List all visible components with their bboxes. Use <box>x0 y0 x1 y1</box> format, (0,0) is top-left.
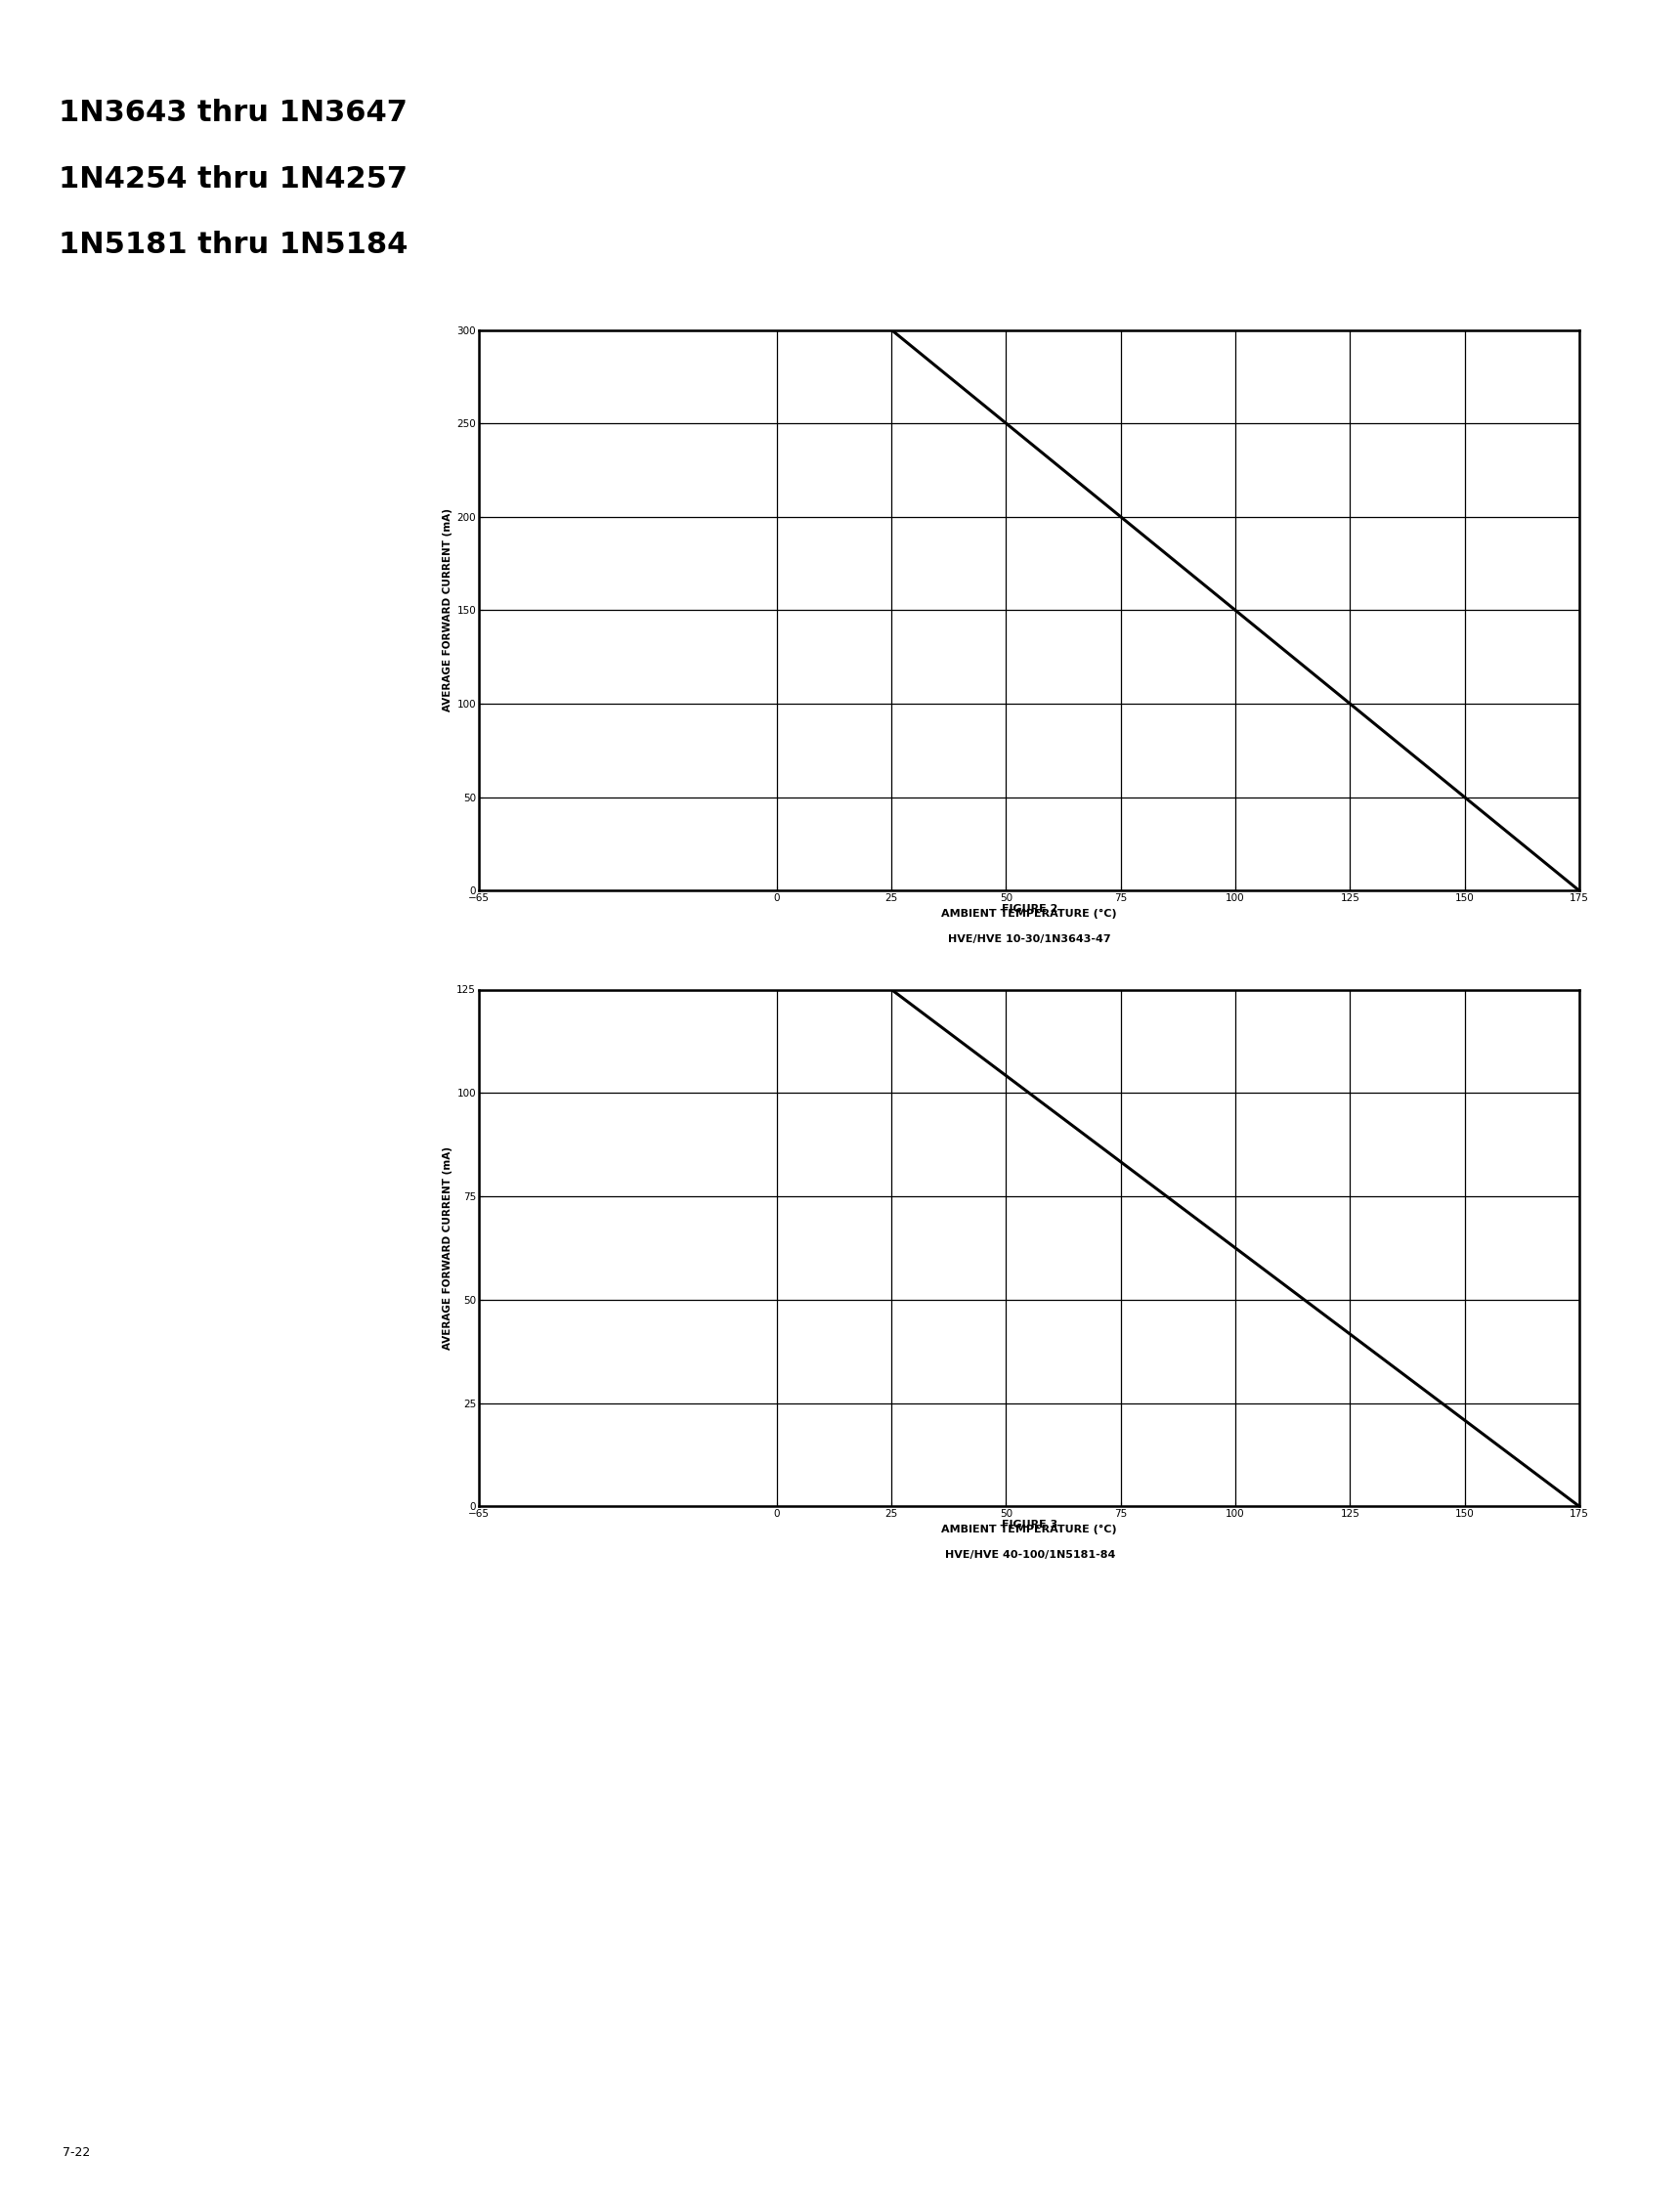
Y-axis label: AVERAGE FORWARD CURRENT (mA): AVERAGE FORWARD CURRENT (mA) <box>444 1146 452 1350</box>
X-axis label: AMBIENT TEMPERATURE (°C): AMBIENT TEMPERATURE (°C) <box>941 1524 1117 1535</box>
Text: HVE/HVE 10-30/1N3643-47: HVE/HVE 10-30/1N3643-47 <box>949 935 1110 943</box>
Text: HVE/HVE 40-100/1N5181-84: HVE/HVE 40-100/1N5181-84 <box>944 1550 1116 1559</box>
Text: 1N5181 thru 1N5184: 1N5181 thru 1N5184 <box>59 231 408 259</box>
Text: 1N4254 thru 1N4257: 1N4254 thru 1N4257 <box>59 165 408 194</box>
X-axis label: AMBIENT TEMPERATURE (°C): AMBIENT TEMPERATURE (°C) <box>941 908 1117 919</box>
Y-axis label: AVERAGE FORWARD CURRENT (mA): AVERAGE FORWARD CURRENT (mA) <box>444 508 452 712</box>
Text: 1N3643 thru 1N3647: 1N3643 thru 1N3647 <box>59 99 408 128</box>
Text: FIGURE 3: FIGURE 3 <box>1001 1520 1058 1528</box>
Text: 7-22: 7-22 <box>62 2146 89 2159</box>
Text: FIGURE 2: FIGURE 2 <box>1001 904 1058 913</box>
